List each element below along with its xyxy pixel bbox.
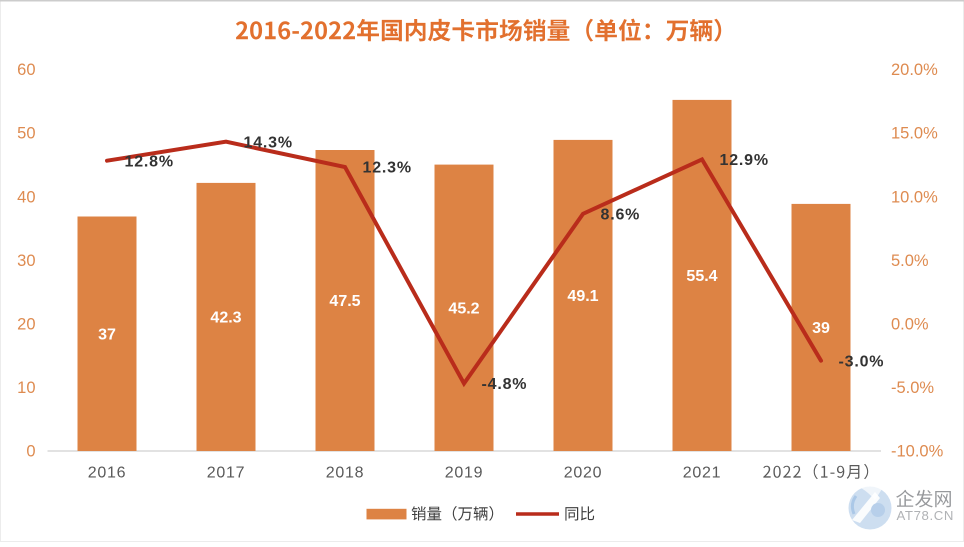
svg-text:55.4: 55.4 [686, 268, 717, 285]
svg-text:2020: 2020 [564, 465, 602, 482]
svg-text:12.9%: 12.9% [720, 152, 769, 169]
svg-text:-4.8%: -4.8% [482, 376, 528, 393]
svg-text:-3.0%: -3.0% [839, 353, 885, 370]
svg-text:40: 40 [17, 188, 35, 206]
svg-text:20.0%: 20.0% [891, 61, 938, 79]
svg-text:8.6%: 8.6% [601, 206, 641, 223]
svg-text:0.0%: 0.0% [891, 316, 929, 334]
svg-text:-5.0%: -5.0% [891, 379, 934, 397]
svg-text:2019: 2019 [445, 465, 483, 482]
svg-text:5.0%: 5.0% [891, 252, 929, 270]
svg-text:0: 0 [26, 443, 35, 461]
svg-text:15.0%: 15.0% [891, 125, 938, 143]
svg-text:2018: 2018 [326, 465, 364, 482]
svg-text:42.3: 42.3 [210, 310, 241, 327]
svg-text:AT78.CN: AT78.CN [897, 508, 954, 523]
svg-text:47.5: 47.5 [329, 293, 360, 310]
svg-text:49.1: 49.1 [567, 288, 598, 305]
svg-text:39: 39 [812, 320, 830, 337]
svg-text:-10.0%: -10.0% [891, 443, 944, 461]
svg-text:30: 30 [17, 252, 35, 270]
svg-text:2021: 2021 [683, 465, 721, 482]
svg-text:37: 37 [98, 326, 116, 343]
svg-text:20: 20 [17, 316, 35, 334]
svg-text:2017: 2017 [207, 465, 245, 482]
svg-text:2016: 2016 [88, 465, 126, 482]
svg-text:60: 60 [17, 61, 35, 79]
svg-text:10: 10 [17, 379, 35, 397]
svg-text:14.3%: 14.3% [244, 134, 293, 151]
svg-text:10.0%: 10.0% [891, 188, 938, 206]
svg-text:45.2: 45.2 [448, 300, 479, 317]
svg-text:12.3%: 12.3% [363, 160, 412, 177]
svg-text:50: 50 [17, 125, 35, 143]
svg-text:12.8%: 12.8% [125, 153, 174, 170]
